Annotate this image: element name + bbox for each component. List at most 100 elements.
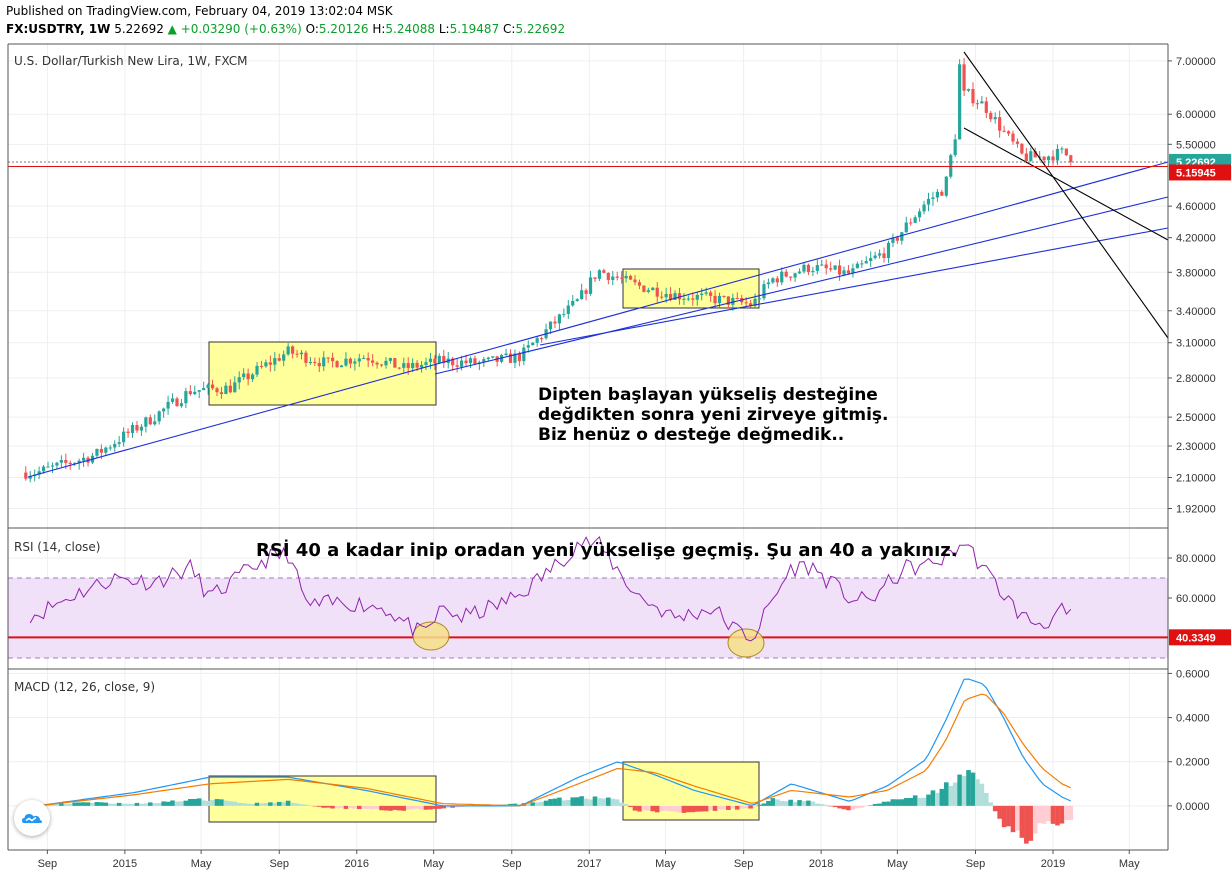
candle-body: [299, 352, 304, 355]
candle-body: [646, 290, 650, 292]
candle-body: [891, 237, 895, 243]
macd-histogram-bar: [343, 805, 349, 809]
macd-histogram-bar: [686, 805, 691, 813]
x-tick-label: May: [1119, 858, 1140, 870]
x-tick-label: 2018: [809, 858, 833, 870]
candle-body: [388, 358, 393, 361]
macd-histogram-bar: [232, 801, 238, 806]
candle-body: [433, 358, 437, 364]
candle-body: [41, 466, 46, 472]
candle-body: [335, 361, 339, 368]
macd-histogram-bar: [730, 805, 736, 809]
candle-body: [1064, 148, 1068, 156]
macd-histogram-bar: [610, 798, 616, 806]
macd-histogram-bar: [1001, 805, 1007, 828]
macd-histogram-bar: [1032, 805, 1038, 834]
x-tick-label: 2017: [577, 858, 601, 870]
candle-body: [184, 391, 188, 404]
macd-histogram-bar: [130, 803, 135, 806]
macd-histogram-bar: [775, 799, 780, 806]
candle-body: [673, 293, 677, 300]
macd-histogram-bar: [619, 802, 624, 806]
macd-histogram-bar: [548, 799, 553, 806]
macd-histogram-bar: [374, 805, 380, 809]
candle-body: [633, 279, 637, 283]
macd-histogram-bar: [1010, 805, 1016, 833]
candle-body: [428, 358, 433, 363]
candle-body: [588, 277, 593, 294]
macd-histogram-bar: [837, 805, 842, 809]
macd-histogram-bar: [107, 803, 113, 806]
candle-body: [966, 89, 971, 91]
level-price-tag: 5.15945: [1176, 167, 1216, 179]
candle-body: [504, 353, 508, 355]
price-tick-label: 4.60000: [1176, 201, 1216, 213]
macd-histogram-bar: [726, 805, 731, 810]
macd-histogram-bar: [788, 799, 793, 806]
macd-histogram-bar: [739, 805, 745, 809]
candle-body: [882, 253, 886, 259]
macd-histogram-bar: [112, 803, 118, 806]
candle-body: [371, 360, 375, 363]
candle-body: [464, 360, 468, 364]
candle-body: [793, 273, 797, 278]
candle-body: [695, 294, 699, 300]
candle-body: [508, 353, 513, 363]
macd-histogram-bar: [388, 805, 393, 811]
candle-body: [353, 361, 357, 364]
candle-body: [1011, 133, 1015, 142]
candle-body: [1069, 155, 1073, 163]
candle-body: [980, 101, 984, 104]
candle-body: [580, 290, 584, 300]
macd-histogram-bar: [650, 805, 656, 812]
macd-tick-label: 0.6000: [1176, 668, 1210, 680]
macd-histogram-bar: [508, 803, 513, 806]
macd-histogram-bar: [654, 805, 660, 813]
rsi-tick-label: 80.0000: [1176, 553, 1216, 565]
x-tick-label: May: [887, 858, 908, 870]
candle-body: [77, 460, 81, 464]
macd-histogram-bar: [1068, 805, 1074, 820]
candle-body: [722, 295, 726, 297]
price-tick-label: 3.10000: [1176, 338, 1216, 350]
last-value: 5.22692: [114, 22, 164, 36]
macd-histogram-bar: [196, 798, 202, 806]
macd-histogram-bar: [921, 797, 927, 806]
macd-histogram-bar: [192, 798, 198, 806]
candle-body: [1042, 156, 1046, 161]
candle-body: [762, 284, 766, 299]
candle-body: [802, 264, 806, 272]
macd-histogram-bar: [201, 800, 206, 806]
candle-body: [348, 358, 353, 364]
macd-histogram-bar: [757, 804, 762, 806]
candle-body: [415, 362, 419, 368]
macd-histogram-bar: [303, 804, 309, 806]
candle-body: [259, 365, 264, 367]
macd-histogram-bar: [579, 796, 584, 806]
candle-body: [419, 364, 424, 368]
macd-histogram-bar: [552, 798, 558, 806]
macd-histogram-bar: [223, 800, 229, 806]
macd-histogram-bar: [54, 803, 60, 806]
macd-histogram-bar: [99, 802, 104, 806]
x-tick-label: Sep: [38, 858, 58, 870]
candle-body: [59, 459, 63, 463]
candle-body: [362, 357, 366, 359]
macd-histogram-bar: [401, 805, 407, 811]
candle-body: [909, 222, 913, 224]
candle-body: [148, 417, 152, 425]
macd-histogram-bar: [250, 804, 255, 806]
candle-body: [273, 358, 277, 365]
candle-body: [566, 305, 570, 314]
candle-body: [442, 355, 446, 364]
candle-body: [99, 448, 103, 453]
candle-body: [295, 353, 299, 355]
candle-body: [913, 217, 917, 223]
tradingview-logo[interactable]: [14, 800, 50, 836]
candle-body: [144, 417, 148, 427]
macd-histogram-bar: [646, 805, 651, 811]
macd-histogram-bar: [926, 794, 931, 806]
candle-body: [28, 476, 32, 479]
macd-histogram-bar: [966, 770, 971, 806]
